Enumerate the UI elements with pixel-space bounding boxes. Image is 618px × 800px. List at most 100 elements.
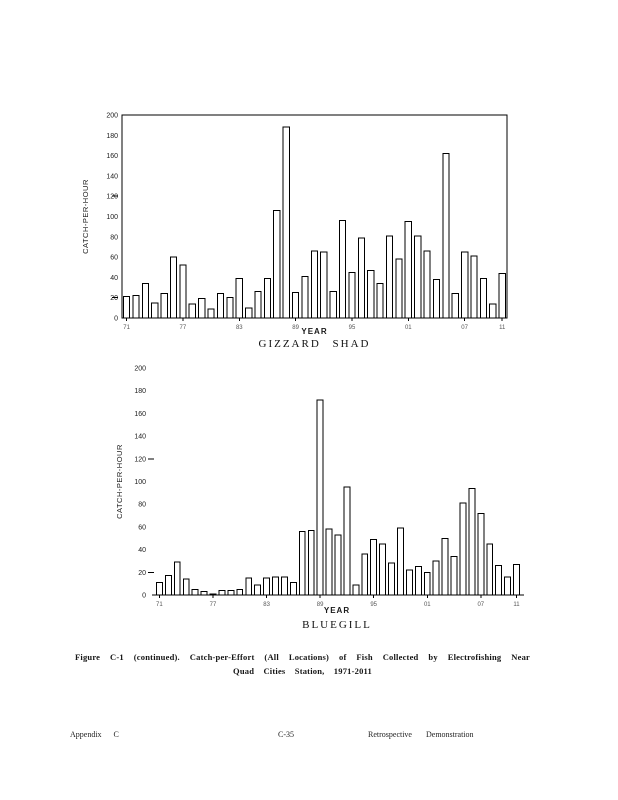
x-tick-label: 11 [513,602,520,608]
bar [182,578,190,596]
bluegill-x-axis-label: YEAR [323,606,351,615]
bar [325,528,333,596]
bar [188,303,196,319]
bar [216,293,225,319]
bar [307,529,315,596]
bar [504,576,512,596]
y-axis-title: CATCH-PER-HOUR [115,444,124,519]
x-tick-label: 01 [405,325,412,331]
x-tick-label: 89 [292,325,299,331]
bar [280,576,288,596]
bar [273,209,281,319]
x-tick-label: 71 [156,602,163,608]
bar [254,584,262,596]
bar [200,591,208,596]
footer-section-label: Retrospective Demonstration [368,730,474,739]
bar [338,220,347,319]
bar [198,298,206,319]
y-tick-label: 40 [138,547,146,554]
bar [461,251,469,319]
x-tick-label: 71 [123,325,130,331]
bar [441,537,449,596]
x-tick-label: 07 [461,325,468,331]
bar [423,250,431,319]
figure-caption: Figure C-1 (continued). Catch-per-Effort… [75,652,530,676]
y-tick-label: 0 [114,316,118,323]
bar [513,563,520,596]
bar [160,293,168,319]
bar [169,256,178,319]
bar [442,153,450,319]
bar [495,564,503,596]
bar [357,237,365,319]
bar [301,275,309,319]
bar [470,255,478,319]
bar [343,486,351,596]
bar [236,588,244,596]
footer-appendix-label: Appendix C [70,730,119,739]
bar [289,582,297,596]
x-tick-label: 89 [317,602,324,608]
bar [348,271,356,319]
bar [207,308,215,319]
y-tick-label: 80 [110,234,118,241]
x-tick-label: 07 [477,602,484,608]
bar [151,302,159,319]
bar [209,593,217,596]
x-tick-label: 83 [236,325,243,331]
bar [405,569,413,596]
bar [141,282,149,319]
bar [423,571,431,596]
bar [282,126,290,319]
bar [376,282,384,319]
bar [489,303,497,319]
y-tick-label: 200 [134,366,146,373]
y-tick-label: 140 [106,173,118,180]
x-tick-label: 95 [370,602,377,608]
gizzard-shad-title: GIZZARD SHAD [258,338,371,350]
bar [388,562,395,596]
x-tick-label: 01 [424,602,431,608]
bar [367,269,375,319]
bar [263,277,272,319]
y-tick-label: 0 [142,593,146,600]
bluegill-title: BLUEGILL [302,619,372,631]
bar [397,527,404,596]
bar [361,553,369,596]
bar [245,307,253,319]
bar [245,577,253,596]
bar [218,589,226,596]
bar [320,251,328,319]
y-tick-label: 100 [134,479,146,486]
bar [459,502,467,596]
y-tick-label: 80 [138,502,146,509]
bar [404,221,412,319]
bar [468,487,476,596]
bar [316,399,324,596]
bar [179,264,187,319]
bar [477,512,485,596]
bar [450,555,458,596]
bar [263,577,271,596]
x-tick-label: 11 [499,325,506,331]
page-footer: Appendix C C-35 Retrospective Demonstrat… [0,730,618,744]
footer-page-number: C-35 [278,730,294,739]
bar [191,588,199,596]
bar [432,278,441,319]
bar [479,277,488,319]
y-tick-label: 40 [110,275,118,282]
bar [226,297,234,319]
bar [395,258,403,319]
bar [352,584,360,596]
bar [292,292,300,319]
y-tick-label: 140 [134,434,146,441]
y-tick-label: 60 [110,255,118,262]
bar [414,235,422,319]
figure-caption-line2: Quad Cities Station, 1971-2011 [233,666,372,676]
y-tick-label: 120 [106,194,118,201]
y-tick-label: 180 [134,388,146,395]
bar [498,272,506,319]
bar [156,582,163,596]
y-tick-label: 20 [110,295,118,302]
